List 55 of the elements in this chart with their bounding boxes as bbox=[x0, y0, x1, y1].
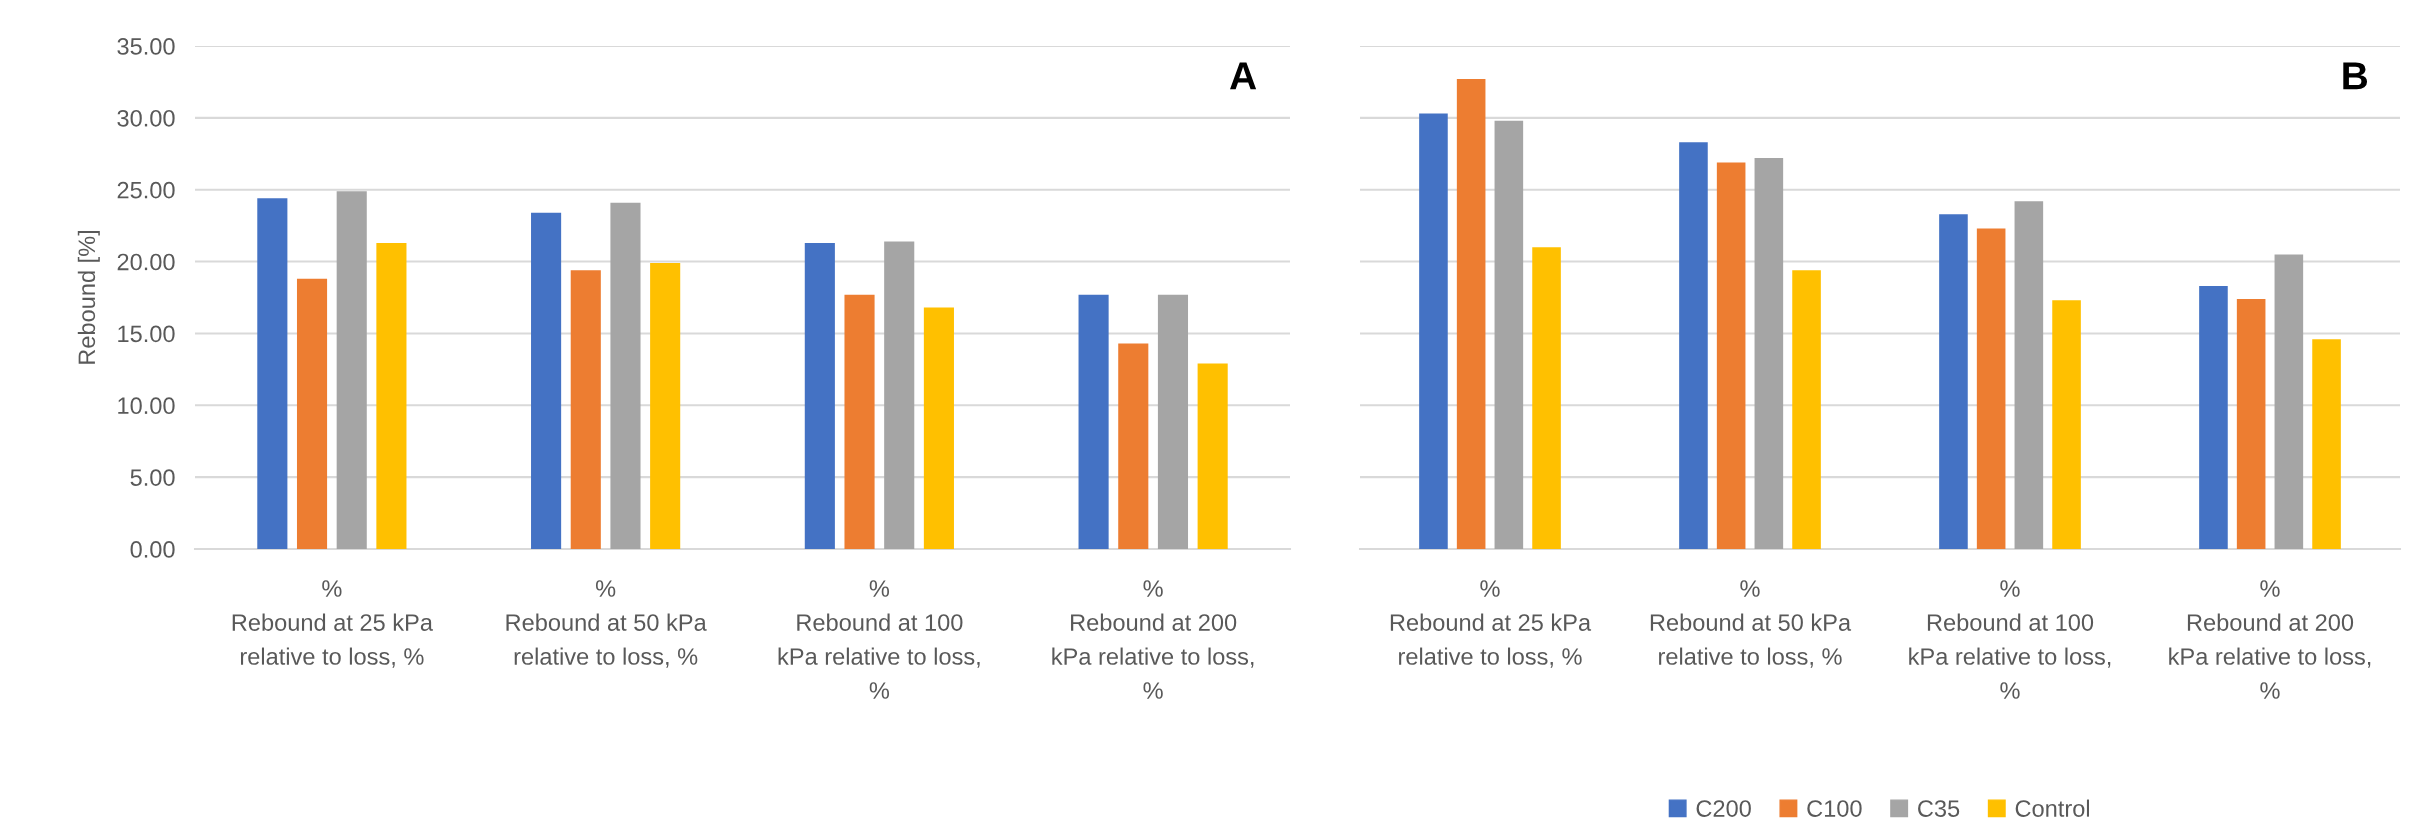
bar bbox=[1157, 294, 1189, 549]
x-tick-label: % Rebound at 25 kPa relative to loss, % bbox=[232, 580, 433, 668]
bar bbox=[1456, 79, 1486, 549]
bar bbox=[1716, 162, 1746, 549]
bar bbox=[570, 270, 601, 549]
bar bbox=[336, 191, 367, 549]
bar bbox=[610, 202, 641, 549]
bar bbox=[844, 294, 875, 549]
bar bbox=[923, 307, 954, 549]
legend-label: Control bbox=[2015, 799, 2090, 817]
annotation: A bbox=[1230, 62, 1257, 90]
bar bbox=[1939, 214, 1968, 549]
x-tick-label: % Rebound at 200 kPa relative to loss, % bbox=[2169, 580, 2371, 699]
bar bbox=[2274, 254, 2304, 549]
bar bbox=[1754, 158, 1784, 549]
bar bbox=[1118, 343, 1149, 549]
bar bbox=[257, 198, 288, 549]
y-tick-label: 35.00 bbox=[117, 38, 175, 55]
bar bbox=[804, 242, 835, 549]
y-axis-title: Rebound [%] bbox=[77, 230, 100, 364]
y-tick-label: 20.00 bbox=[117, 253, 175, 271]
bar bbox=[296, 278, 328, 549]
bar bbox=[1494, 120, 1524, 549]
bar bbox=[2014, 201, 2044, 549]
legend-label: C100 bbox=[1807, 800, 1862, 817]
bar bbox=[2199, 286, 2228, 549]
bar bbox=[1679, 142, 1708, 549]
bar bbox=[650, 263, 681, 549]
bar bbox=[2236, 298, 2266, 549]
bar bbox=[1419, 113, 1448, 549]
x-tick-label: % Rebound at 100 kPa relative to loss, % bbox=[778, 580, 980, 699]
bar bbox=[531, 212, 562, 549]
y-tick-label: 10.00 bbox=[118, 397, 175, 415]
y-tick-label: 25.00 bbox=[117, 181, 175, 199]
bar bbox=[884, 241, 915, 549]
bar bbox=[2312, 339, 2341, 549]
x-tick-label: % Rebound at 50 kPa relative to loss, % bbox=[506, 580, 707, 668]
bar bbox=[2052, 300, 2081, 549]
x-tick-label: % Rebound at 25 kPa relative to loss, % bbox=[1390, 580, 1592, 668]
bar bbox=[1078, 294, 1109, 549]
legend-label: C200 bbox=[1696, 800, 1751, 817]
bar bbox=[376, 242, 407, 549]
annotation: B bbox=[2343, 62, 2368, 90]
bar bbox=[1197, 363, 1228, 549]
bar bbox=[1532, 247, 1561, 549]
legend-label: C35 bbox=[1918, 800, 1960, 817]
x-tick-label: % Rebound at 50 kPa relative to loss, % bbox=[1650, 580, 1852, 668]
y-tick-label: 5.00 bbox=[130, 469, 175, 486]
bar bbox=[1792, 270, 1821, 549]
bar bbox=[1976, 228, 2006, 549]
y-tick-label: 15.00 bbox=[118, 325, 175, 343]
x-tick-label: % Rebound at 200 kPa relative to loss, % bbox=[1052, 580, 1254, 699]
y-tick-label: 0.00 bbox=[130, 541, 175, 558]
y-tick-label: 30.00 bbox=[117, 109, 175, 127]
x-tick-label: % Rebound at 100 kPa relative to loss, % bbox=[1909, 580, 2111, 699]
